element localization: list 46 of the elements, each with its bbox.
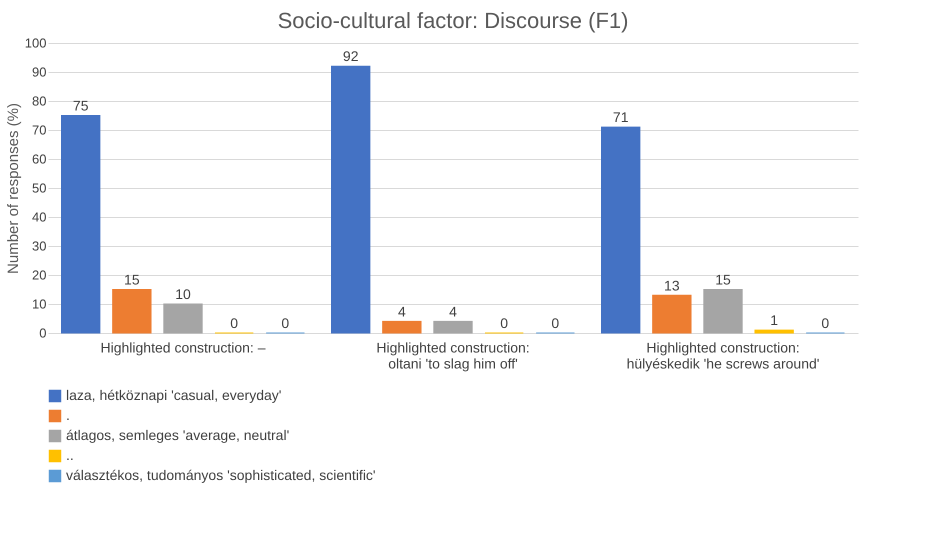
bar: [331, 66, 370, 334]
data-label: 10: [175, 286, 191, 302]
y-tick-label: 50: [32, 180, 46, 196]
y-tick-label: 90: [32, 64, 46, 80]
bar: [433, 320, 473, 334]
bar: [754, 330, 794, 334]
data-label: 0: [281, 315, 290, 331]
data-label: 4: [449, 303, 458, 320]
data-label: 4: [398, 303, 406, 320]
legend-label: ..: [66, 447, 74, 463]
data-label: 15: [124, 272, 140, 288]
data-label: 0: [230, 315, 238, 331]
data-label: 75: [72, 98, 89, 114]
bar: [163, 304, 203, 334]
y-tick-label: 10: [32, 296, 46, 312]
y-tick-label: 40: [32, 210, 46, 224]
legend-label: választékos, tudományos 'sophisticated, scientific': [66, 467, 376, 483]
legend-label: .: [66, 407, 70, 423]
x-tick-label: Highlighted construction: oltani 'to slag him off': [376, 340, 530, 372]
chart-title: Socio-cultural factor: Discourse (F1): [278, 8, 628, 33]
bar: [382, 320, 422, 334]
y-tick-label: 60: [32, 152, 46, 166]
y-tick-label: 70: [32, 122, 46, 138]
y-axis-title: Number of responses (%): [4, 103, 22, 274]
data-label: 0: [821, 315, 830, 331]
y-tick-label: 0: [39, 326, 46, 340]
bar: [652, 294, 692, 334]
data-label: 0: [500, 315, 508, 331]
data-label: 15: [715, 272, 731, 288]
y-tick-label: 100: [24, 36, 46, 50]
data-label: 71: [612, 109, 629, 126]
x-tick-label: Highlighted construction: hülyéskedik 'he screws around': [626, 340, 820, 372]
y-tick-label: 20: [32, 268, 46, 282]
y-tick-label: 80: [32, 94, 46, 108]
bar: [112, 289, 152, 334]
data-label: 92: [342, 48, 359, 64]
legend-label: laza, hétköznapi 'casual, everyday': [66, 387, 282, 403]
legend-label: átlagos, semleges 'average, neutral': [66, 427, 290, 443]
y-tick-label: 30: [32, 238, 46, 254]
bar: [703, 289, 743, 334]
data-label: 0: [551, 315, 560, 331]
data-label: 1: [770, 312, 778, 328]
data-label: 13: [664, 277, 680, 294]
bar: [601, 126, 640, 334]
x-tick-label: Highlighted construction: –: [100, 340, 266, 356]
bar: [61, 115, 100, 334]
